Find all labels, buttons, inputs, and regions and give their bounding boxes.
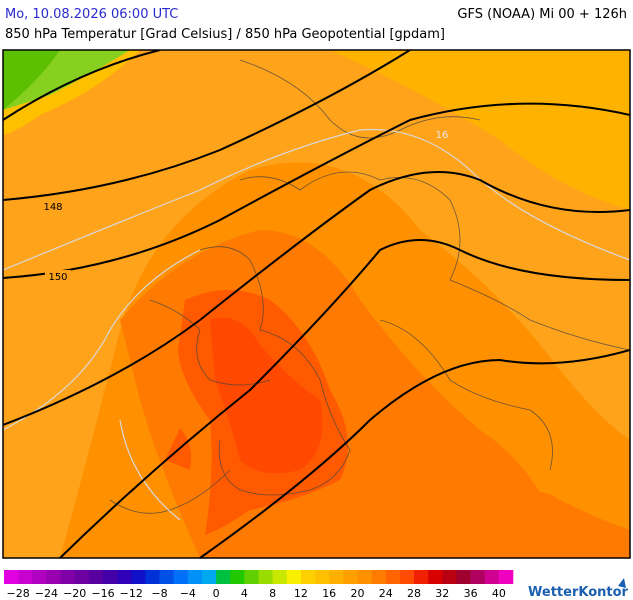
geopotential-contours [3, 50, 630, 558]
legend-swatch [442, 570, 457, 584]
legend-swatch [74, 570, 90, 584]
legend-swatch [498, 570, 514, 584]
legend-swatch [131, 570, 146, 584]
isotherms [3, 128, 630, 521]
legend-swatch [428, 570, 443, 584]
contour-label: 150 [48, 272, 67, 283]
model-run: GFS (NOAA) Mi 00 + 126h [457, 7, 627, 22]
legend-swatch [286, 570, 302, 584]
legend-swatch [201, 570, 217, 584]
label-bg [45, 270, 71, 283]
legend-swatch [300, 570, 316, 584]
legend-swatch [216, 570, 231, 584]
legend-swatch [456, 570, 471, 584]
isotherm-label: 16 [436, 130, 449, 141]
legend-swatch [88, 570, 104, 584]
legend-swatch [484, 570, 500, 584]
legend-swatch [60, 570, 75, 584]
legend-swatch [258, 570, 273, 584]
legend-tick-label: −20 [63, 587, 86, 600]
legend-swatch [32, 570, 47, 584]
legend-swatch [46, 570, 61, 584]
legend-tick-label: 36 [464, 587, 478, 600]
legend-tick-label: −12 [120, 587, 143, 600]
legend-tick-label: 40 [492, 587, 506, 600]
legend-tick-label: 24 [379, 587, 393, 600]
brand: WetterKontor [528, 585, 629, 600]
datetime: Mo, 10.08.2026 06:00 UTC [5, 7, 179, 22]
legend-tick-label: 8 [269, 587, 276, 600]
legend-swatch [470, 570, 486, 584]
legend-tick-label: −24 [35, 587, 58, 600]
legend-swatch [173, 570, 189, 584]
legend-swatch [145, 570, 160, 584]
legend-swatch [244, 570, 259, 584]
legend-swatch [159, 570, 174, 584]
borders [109, 59, 630, 514]
legend-tick-label: 28 [407, 587, 421, 600]
legend-tick-label: 0 [213, 587, 220, 600]
legend-tick-label: −16 [91, 587, 114, 600]
legend-swatch [329, 570, 344, 584]
legend-tick-label: −28 [7, 587, 30, 600]
legend-tick-label: 4 [241, 587, 248, 600]
contour-label: 148 [43, 202, 62, 213]
color-legend: −28 −24 −20 −16 −12 −8 −4 0 4 8 12 16 20 24 28 32 36 40 [4, 570, 514, 600]
legend-swatch [315, 570, 330, 584]
legend-tick-label: 20 [350, 587, 364, 600]
map-title: 850 hPa Temperatur [Grad Celsius] / 850 … [5, 27, 446, 42]
temperature-field [3, 50, 630, 558]
legend-swatch [399, 570, 415, 584]
map-frame [2, 49, 631, 559]
label-bg [40, 200, 66, 213]
legend-swatch [343, 570, 358, 584]
legend-swatch [18, 570, 33, 584]
legend-swatch [117, 570, 132, 584]
legend-swatch [187, 570, 203, 584]
brand-icon [618, 578, 626, 588]
legend-swatch [371, 570, 387, 584]
legend-swatch [102, 570, 118, 584]
legend-swatch [230, 570, 245, 584]
legend-swatch [357, 570, 372, 584]
legend-tick-label: 32 [435, 587, 449, 600]
legend-swatch [272, 570, 288, 584]
legend-swatch [4, 570, 19, 584]
legend-tick-label: −4 [180, 587, 196, 600]
legend-swatch [414, 570, 429, 584]
legend-tick-label: −8 [151, 587, 167, 600]
legend-swatch [385, 570, 401, 584]
legend-tick-label: 16 [322, 587, 336, 600]
legend-tick-label: 12 [294, 587, 308, 600]
